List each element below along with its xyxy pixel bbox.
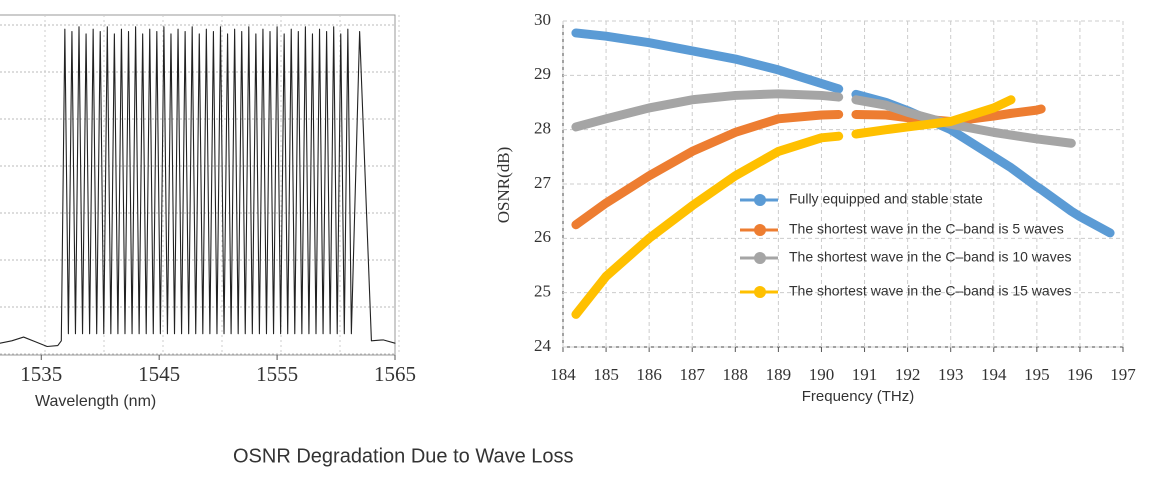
y-tick-label: 30 bbox=[534, 10, 551, 29]
x-tick-label: 1555 bbox=[256, 362, 298, 386]
x-tick-label: 1535 bbox=[20, 362, 62, 386]
x-tick-label: 196 bbox=[1067, 365, 1093, 384]
y-tick-label: 28 bbox=[534, 119, 551, 138]
x-tick-label: 195 bbox=[1024, 365, 1050, 384]
x-tick-label: 191 bbox=[852, 365, 878, 384]
legend-marker bbox=[754, 286, 766, 298]
legend-label: The shortest wave in the C–band is 5 wav… bbox=[789, 221, 1064, 237]
y-tick-label: 29 bbox=[534, 64, 551, 83]
y-axis-label: OSNR(dB) bbox=[494, 147, 513, 224]
y-tick-label: 24 bbox=[534, 336, 552, 355]
spectrum-line bbox=[0, 26, 396, 348]
x-tick-label: 189 bbox=[766, 365, 792, 384]
series-line bbox=[571, 95, 1016, 319]
legend-label: The shortest wave in the C–band is 10 wa… bbox=[789, 249, 1072, 265]
caption: OSNR Degradation Due to Wave Loss bbox=[233, 445, 574, 467]
x-tick-label: 193 bbox=[938, 365, 964, 384]
x-tick-label: 186 bbox=[636, 365, 662, 384]
x-tick-label: 188 bbox=[723, 365, 749, 384]
legend-label: Fully equipped and stable state bbox=[789, 191, 983, 207]
x-axis-label: Wavelength (nm) bbox=[35, 393, 156, 410]
x-tick-label: 1565 bbox=[374, 362, 416, 386]
x-tick-label: 184 bbox=[550, 365, 576, 384]
x-tick-label: 194 bbox=[981, 365, 1007, 384]
plot-frame bbox=[0, 14, 396, 356]
x-tick-label: 190 bbox=[809, 365, 835, 384]
x-tick-label: 197 bbox=[1110, 365, 1136, 384]
x-tick-label: 192 bbox=[895, 365, 921, 384]
x-tick-label: 185 bbox=[593, 365, 619, 384]
y-tick-label: 27 bbox=[534, 173, 552, 192]
x-tick-label: 187 bbox=[679, 365, 705, 384]
x-axis-label: Frequency (THz) bbox=[802, 388, 915, 405]
y-tick-label: 25 bbox=[534, 282, 551, 301]
x-tick-label: 1545 bbox=[138, 362, 180, 386]
legend-marker bbox=[754, 224, 766, 236]
legend-label: The shortest wave in the C–band is 15 wa… bbox=[789, 283, 1072, 299]
legend-marker bbox=[754, 194, 766, 206]
series-line bbox=[571, 89, 1076, 148]
legend-marker bbox=[754, 252, 766, 264]
y-tick-label: 26 bbox=[534, 227, 551, 246]
